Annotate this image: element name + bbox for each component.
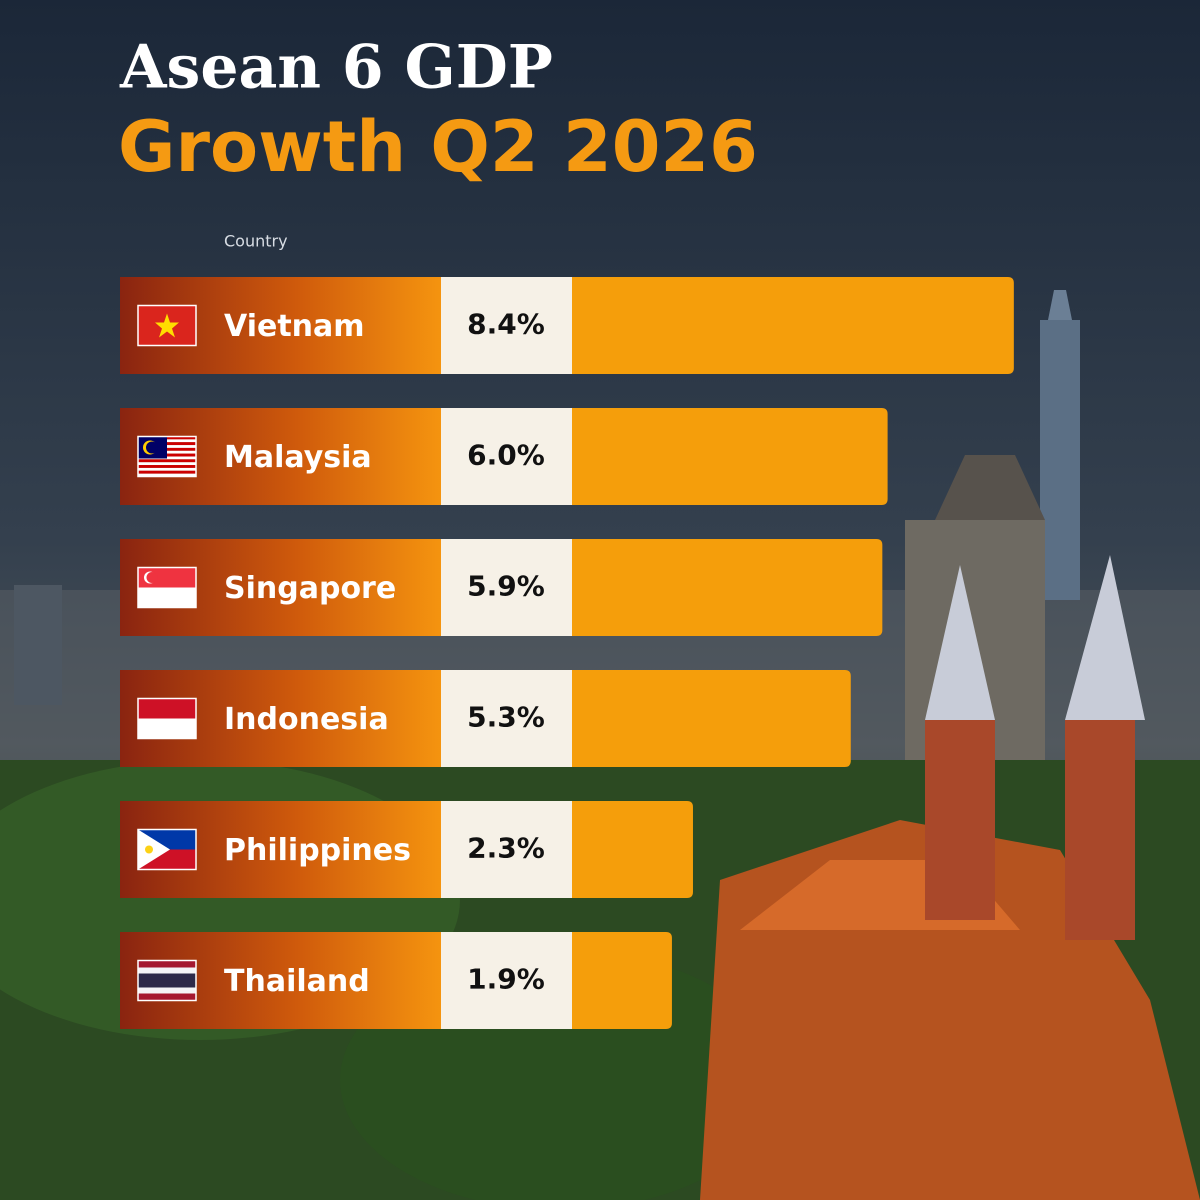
bar xyxy=(572,539,883,636)
flag-star xyxy=(155,313,179,338)
flag-border xyxy=(137,435,197,478)
flag-stripe xyxy=(138,967,196,974)
flag-stripe xyxy=(138,473,196,477)
flag-border xyxy=(137,566,197,609)
flag-stripe xyxy=(138,465,196,468)
value-box xyxy=(441,539,572,636)
title: Asean 6 GDP xyxy=(119,33,553,103)
bar xyxy=(572,408,888,505)
flag xyxy=(137,697,197,740)
flag-border xyxy=(137,828,197,871)
category-label: Philippines xyxy=(224,833,411,868)
flag-stripe xyxy=(138,973,196,988)
flag xyxy=(137,435,197,478)
flag-crescent-cut xyxy=(146,572,158,583)
value-box xyxy=(441,932,572,1029)
bar xyxy=(572,801,693,898)
flag-border xyxy=(137,697,197,740)
value-label: 5.3% xyxy=(467,701,545,734)
flag-stripe xyxy=(138,470,196,474)
category-label: Singapore xyxy=(224,571,396,606)
value-box xyxy=(441,408,572,505)
flag xyxy=(137,828,197,871)
category-label: Indonesia xyxy=(224,702,389,737)
flag-stripe xyxy=(138,459,196,463)
value-box xyxy=(441,670,572,767)
bar-row: Thailand 1.9% xyxy=(120,932,672,1029)
value-box xyxy=(441,277,572,374)
flag-sun xyxy=(145,845,153,854)
category-label: Malaysia xyxy=(224,440,372,475)
column-header: Country xyxy=(224,232,288,251)
subtitle: Growth Q2 2026 xyxy=(118,106,758,188)
flag-stripe xyxy=(138,467,196,471)
bar-row: Philippines 2.3% xyxy=(120,801,693,898)
bar-row: Malaysia 6.0% xyxy=(120,408,888,505)
value-label: 5.9% xyxy=(467,570,545,603)
flag-bottom xyxy=(138,587,196,608)
category-label: Thailand xyxy=(224,964,370,999)
flag-triangle xyxy=(138,829,170,870)
bar xyxy=(572,932,672,1029)
flag-top xyxy=(138,698,196,719)
category-label: Vietnam xyxy=(224,309,365,344)
bar-row: Singapore 5.9% xyxy=(120,539,883,636)
bar xyxy=(572,670,851,767)
flag-stripe xyxy=(138,987,196,994)
value-label: 1.9% xyxy=(467,963,545,996)
flag-bottom xyxy=(138,718,196,739)
flag-stripe xyxy=(138,462,196,466)
bar-row: Vietnam 8.4% xyxy=(120,277,1014,374)
value-label: 8.4% xyxy=(467,308,545,341)
value-box xyxy=(441,801,572,898)
flag xyxy=(137,304,197,347)
flag-stripe xyxy=(138,960,196,968)
value-label: 2.3% xyxy=(467,832,545,865)
flag-border xyxy=(137,959,197,1002)
flag xyxy=(137,566,197,609)
value-label: 6.0% xyxy=(467,439,545,472)
bar-row: Indonesia 5.3% xyxy=(120,670,851,767)
flag-crescent-cut xyxy=(146,441,158,454)
bar xyxy=(572,277,1014,374)
flag xyxy=(137,959,197,1002)
flag-border xyxy=(137,304,197,347)
flag-stripe xyxy=(138,993,196,1001)
